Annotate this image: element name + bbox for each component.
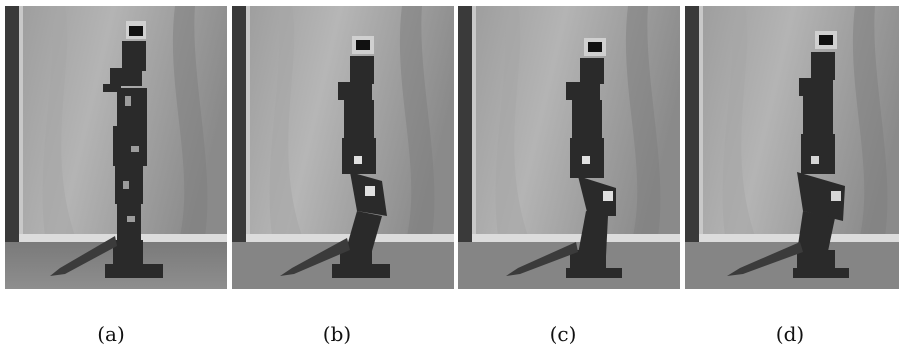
- caption-b: (b): [322, 322, 352, 346]
- robot-photo-b: [232, 6, 454, 289]
- photo-panel-b: [232, 6, 454, 289]
- photo-panel-c: [458, 6, 680, 289]
- photo-panel-a: [5, 6, 227, 289]
- robot-photo-d: [685, 6, 899, 289]
- caption-c: (c): [549, 322, 577, 346]
- photo-panel-d: [685, 6, 899, 289]
- caption-d: (d): [775, 322, 805, 346]
- robot-photo-a: [5, 6, 227, 289]
- robot-photo-c: [458, 6, 680, 289]
- caption-a: (a): [97, 322, 125, 346]
